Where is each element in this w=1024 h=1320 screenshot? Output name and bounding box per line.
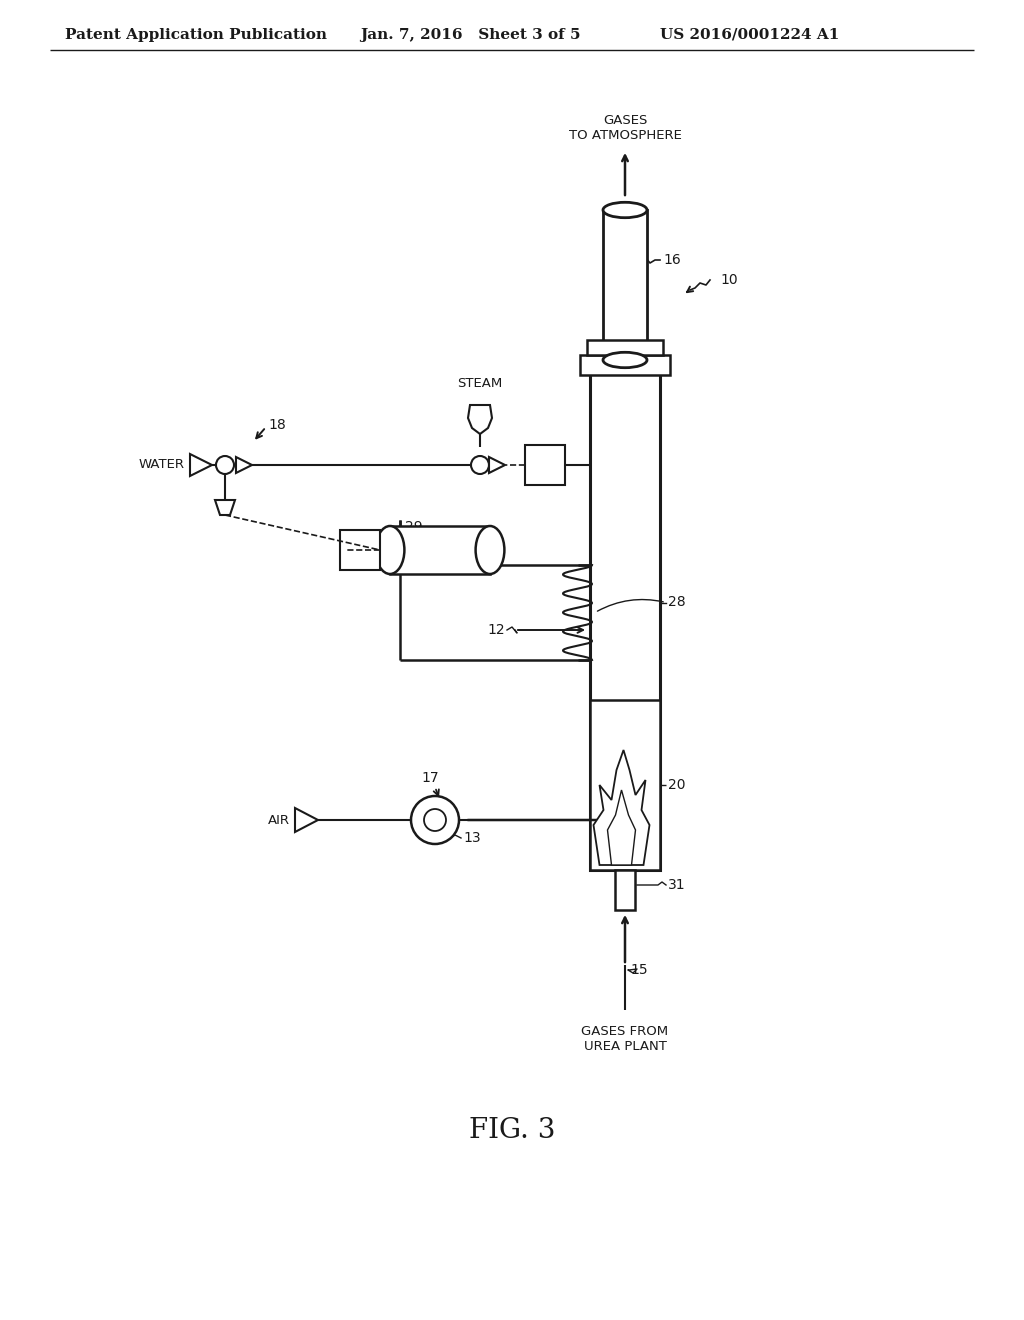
Ellipse shape [376, 525, 404, 574]
Text: 17: 17 [421, 771, 439, 785]
Circle shape [411, 796, 459, 843]
Bar [587, 341, 663, 355]
Polygon shape [190, 454, 212, 477]
Text: GASES
TO ATMOSPHERE: GASES TO ATMOSPHERE [568, 114, 681, 143]
Polygon shape [468, 405, 492, 434]
Text: STEAM: STEAM [458, 378, 503, 389]
Text: LIC: LIC [349, 544, 371, 557]
Text: GASES FROM
UREA PLANT: GASES FROM UREA PLANT [582, 1026, 669, 1053]
Circle shape [216, 455, 234, 474]
Text: 20: 20 [668, 777, 685, 792]
Polygon shape [489, 457, 505, 473]
Polygon shape [607, 789, 636, 865]
Ellipse shape [603, 202, 647, 218]
Circle shape [471, 455, 489, 474]
Bar [340, 531, 380, 570]
Text: Patent Application Publication: Patent Application Publication [65, 28, 327, 42]
Text: US 2016/0001224 A1: US 2016/0001224 A1 [660, 28, 840, 42]
Circle shape [424, 809, 446, 832]
Bar [615, 870, 635, 909]
Bar [590, 370, 660, 870]
Text: AIR: AIR [268, 813, 290, 826]
Text: 16: 16 [663, 253, 681, 267]
Bar [603, 210, 647, 360]
Text: TIC: TIC [534, 458, 556, 471]
Polygon shape [236, 457, 252, 473]
Text: 12: 12 [487, 623, 505, 638]
Text: FIG. 3: FIG. 3 [469, 1117, 555, 1143]
Ellipse shape [475, 525, 505, 574]
Bar [390, 525, 490, 574]
Text: 28: 28 [668, 595, 686, 610]
Polygon shape [215, 500, 234, 515]
Bar [580, 355, 670, 375]
Text: WATER: WATER [139, 458, 185, 471]
Text: 31: 31 [668, 878, 686, 892]
Text: 18: 18 [268, 418, 286, 432]
Text: Jan. 7, 2016   Sheet 3 of 5: Jan. 7, 2016 Sheet 3 of 5 [360, 28, 581, 42]
Ellipse shape [603, 352, 647, 368]
Text: 13: 13 [463, 832, 480, 845]
Bar [590, 700, 660, 870]
Polygon shape [295, 808, 318, 832]
Bar [525, 445, 565, 484]
Text: 15: 15 [630, 964, 647, 977]
Bar [346, 531, 376, 569]
Polygon shape [594, 750, 649, 865]
Text: 29: 29 [406, 520, 423, 535]
Text: 10: 10 [720, 273, 737, 286]
